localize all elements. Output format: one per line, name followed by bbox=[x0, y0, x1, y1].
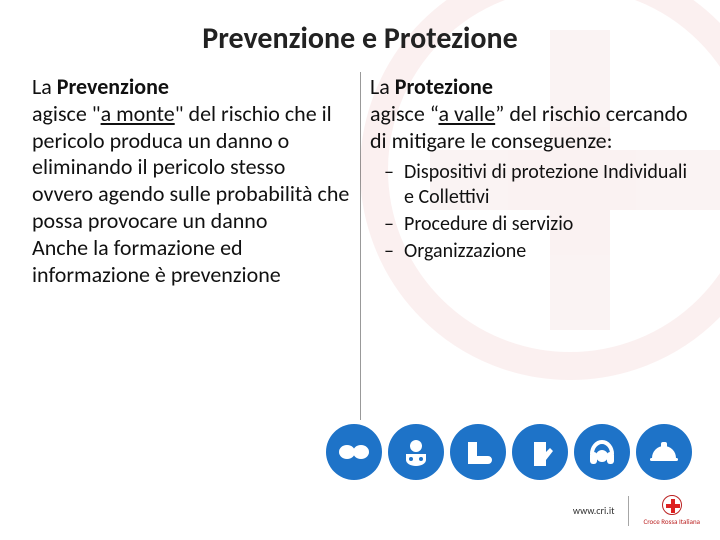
ear-protection-icon bbox=[574, 424, 630, 480]
right-p1-pre: agisce “ bbox=[370, 100, 438, 127]
left-heading-bold: Prevenzione bbox=[57, 73, 169, 100]
right-paragraph: agisce “a valle” del rischio cercando di… bbox=[370, 101, 688, 155]
right-heading-bold: Protezione bbox=[395, 73, 493, 100]
right-bullets: Dispositivi di protezione Individuali e … bbox=[370, 160, 688, 264]
left-column: La Prevenzione agisce "a monte" del risc… bbox=[32, 70, 360, 293]
ppe-icon-row bbox=[326, 424, 692, 480]
list-item: Dispositivi di protezione Individuali e … bbox=[404, 160, 688, 210]
right-heading-prefix: La bbox=[370, 73, 395, 100]
helmet-icon bbox=[636, 424, 692, 480]
right-p1-underline: a valle bbox=[438, 100, 495, 127]
list-item: Organizzazione bbox=[404, 239, 688, 264]
slide: Prevenzione e Protezione La Prevenzione … bbox=[0, 0, 720, 540]
left-heading-prefix: La bbox=[32, 73, 57, 100]
left-p1-underline: a monte bbox=[101, 100, 175, 127]
boots-icon bbox=[450, 424, 506, 480]
left-paragraph-2: Anche la formazione ed informazione è pr… bbox=[32, 235, 350, 289]
cri-logo: Croce Rossa Italiana bbox=[643, 495, 700, 526]
mask-icon bbox=[388, 424, 444, 480]
cri-cross-icon bbox=[662, 495, 682, 515]
footer-separator bbox=[628, 496, 629, 526]
right-heading: La Protezione bbox=[370, 74, 688, 101]
gloves-icon bbox=[512, 424, 568, 480]
slide-title: Prevenzione e Protezione bbox=[0, 20, 720, 57]
footer-url: www.cri.it bbox=[573, 504, 615, 517]
list-item: Procedure di servizio bbox=[404, 212, 688, 237]
footer-org: Croce Rossa Italiana bbox=[643, 517, 700, 526]
content-columns: La Prevenzione agisce "a monte" del risc… bbox=[32, 70, 688, 293]
goggles-icon bbox=[326, 424, 382, 480]
right-column: La Protezione agisce “a valle” del risch… bbox=[360, 70, 688, 293]
left-paragraph: agisce "a monte" del rischio che il peri… bbox=[32, 101, 350, 235]
left-heading: La Prevenzione bbox=[32, 74, 350, 101]
left-p1-pre: agisce " bbox=[32, 100, 101, 127]
footer: www.cri.it Croce Rossa Italiana bbox=[573, 495, 700, 526]
